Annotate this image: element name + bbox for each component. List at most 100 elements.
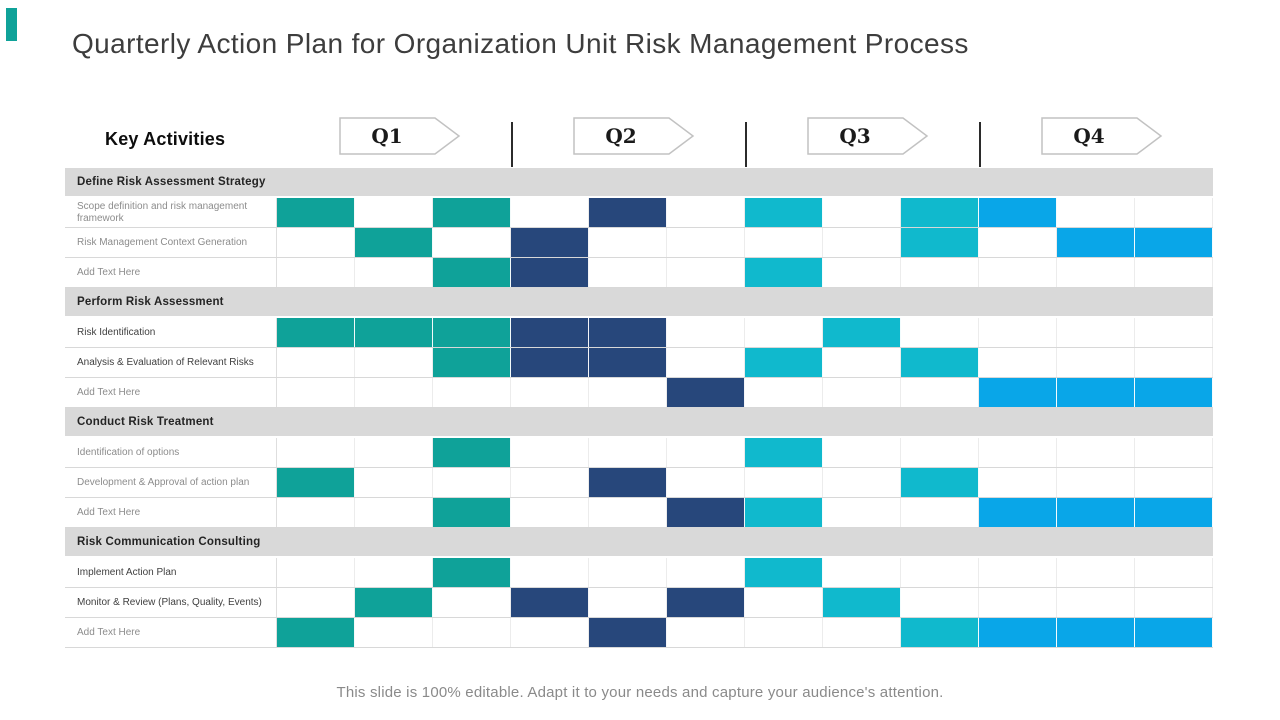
section-header: Conduct Risk Treatment bbox=[65, 408, 1213, 436]
gantt-cell bbox=[1135, 198, 1213, 227]
quarter-arrow-icon bbox=[807, 117, 929, 155]
gantt-cell-filled bbox=[1135, 618, 1213, 647]
gantt-cell bbox=[277, 438, 355, 467]
gantt-cell bbox=[979, 228, 1057, 257]
gantt-cell bbox=[745, 318, 823, 347]
key-activities-label: Key Activities bbox=[105, 129, 226, 149]
gantt-cell-filled bbox=[589, 468, 667, 497]
gantt-cell bbox=[277, 558, 355, 587]
gantt-cell-filled bbox=[1057, 228, 1135, 257]
gantt-cell bbox=[511, 468, 589, 497]
gantt-cell bbox=[277, 378, 355, 407]
gantt-cell-filled bbox=[277, 468, 355, 497]
gantt-cell-filled bbox=[1135, 228, 1213, 257]
table-row: Scope definition and risk management fra… bbox=[65, 198, 1213, 228]
gantt-table: Define Risk Assessment Strategy Scope def… bbox=[65, 168, 1213, 648]
gantt-cell bbox=[355, 378, 433, 407]
gantt-cell bbox=[823, 228, 901, 257]
gantt-cell bbox=[1057, 558, 1135, 587]
gantt-cell-filled bbox=[901, 468, 979, 497]
table-row: Implement Action Plan bbox=[65, 558, 1213, 588]
quarter-header-q3: Q3 bbox=[807, 117, 929, 155]
gantt-cell-filled bbox=[433, 498, 511, 527]
gantt-cell-filled bbox=[823, 318, 901, 347]
gantt-cell-filled bbox=[433, 348, 511, 377]
gantt-cell-filled bbox=[901, 348, 979, 377]
gantt-cell bbox=[901, 588, 979, 617]
quarter-divider bbox=[745, 122, 747, 167]
gantt-cell-filled bbox=[901, 618, 979, 647]
footer-note: This slide is 100% editable. Adapt it to… bbox=[336, 684, 944, 701]
gantt-cell bbox=[355, 558, 433, 587]
gantt-cell-filled bbox=[277, 198, 355, 227]
gantt-cell bbox=[667, 618, 745, 647]
gantt-cell bbox=[667, 348, 745, 377]
gantt-cell bbox=[979, 588, 1057, 617]
gantt-cell bbox=[667, 438, 745, 467]
table-row: Monitor & Review (Plans, Quality, Events… bbox=[65, 588, 1213, 618]
gantt-cell-filled bbox=[979, 618, 1057, 647]
gantt-cell-filled bbox=[511, 348, 589, 377]
gantt-cell bbox=[823, 618, 901, 647]
gantt-cell-filled bbox=[589, 318, 667, 347]
quarter-header-q2: Q2 bbox=[573, 117, 695, 155]
gantt-cell-filled bbox=[1135, 378, 1213, 407]
gantt-cell bbox=[589, 258, 667, 287]
gantt-cell-filled bbox=[511, 588, 589, 617]
gantt-cell bbox=[355, 198, 433, 227]
gantt-cell-filled bbox=[901, 198, 979, 227]
quarter-label-q4: Q4 bbox=[1073, 124, 1105, 148]
quarter-label-q3: Q3 bbox=[839, 124, 871, 148]
gantt-cell bbox=[277, 588, 355, 617]
gantt-cell bbox=[589, 558, 667, 587]
gantt-cell bbox=[1135, 258, 1213, 287]
gantt-cell bbox=[355, 348, 433, 377]
page-title: Quarterly Action Plan for Organization U… bbox=[72, 28, 969, 59]
gantt-cell bbox=[433, 228, 511, 257]
gantt-cell-filled bbox=[433, 558, 511, 587]
gantt-cell bbox=[1057, 258, 1135, 287]
gantt-cell bbox=[823, 438, 901, 467]
gantt-cell-filled bbox=[433, 438, 511, 467]
gantt-cell bbox=[589, 438, 667, 467]
gantt-cell-filled bbox=[511, 258, 589, 287]
gantt-cell-filled bbox=[1135, 498, 1213, 527]
quarter-divider bbox=[979, 122, 981, 167]
gantt-cell bbox=[1057, 348, 1135, 377]
gantt-cell bbox=[1057, 438, 1135, 467]
gantt-cell bbox=[277, 348, 355, 377]
quarter-arrow-icon bbox=[339, 117, 461, 155]
row-label: Risk Management Context Generation bbox=[65, 228, 277, 257]
gantt-cell bbox=[1057, 198, 1135, 227]
row-label: Identification of options bbox=[65, 438, 277, 467]
gantt-cell-filled bbox=[1057, 378, 1135, 407]
gantt-cell-filled bbox=[745, 438, 823, 467]
table-row: Development & Approval of action plan bbox=[65, 468, 1213, 498]
gantt-cell bbox=[745, 588, 823, 617]
gantt-cell-filled bbox=[823, 588, 901, 617]
row-label: Implement Action Plan bbox=[65, 558, 277, 587]
gantt-cell bbox=[667, 228, 745, 257]
gantt-cell bbox=[901, 378, 979, 407]
section-header: Perform Risk Assessment bbox=[65, 288, 1213, 316]
gantt-cell bbox=[433, 588, 511, 617]
gantt-cell bbox=[823, 258, 901, 287]
gantt-cell bbox=[1135, 468, 1213, 497]
quarter-header-q1: Q1 bbox=[339, 117, 461, 155]
table-row: Add Text Here bbox=[65, 618, 1213, 648]
gantt-cell bbox=[589, 378, 667, 407]
table-row: Risk Identification bbox=[65, 318, 1213, 348]
gantt-cell bbox=[979, 558, 1057, 587]
gantt-cell bbox=[355, 258, 433, 287]
gantt-cell-filled bbox=[667, 498, 745, 527]
gantt-cell bbox=[1135, 348, 1213, 377]
row-label: Add Text Here bbox=[65, 378, 277, 407]
gantt-cell bbox=[979, 468, 1057, 497]
gantt-cell-filled bbox=[745, 198, 823, 227]
gantt-cell-filled bbox=[589, 618, 667, 647]
gantt-cell-filled bbox=[511, 228, 589, 257]
gantt-cell bbox=[511, 438, 589, 467]
gantt-cell-filled bbox=[745, 348, 823, 377]
gantt-cell bbox=[1057, 468, 1135, 497]
gantt-cell bbox=[277, 228, 355, 257]
